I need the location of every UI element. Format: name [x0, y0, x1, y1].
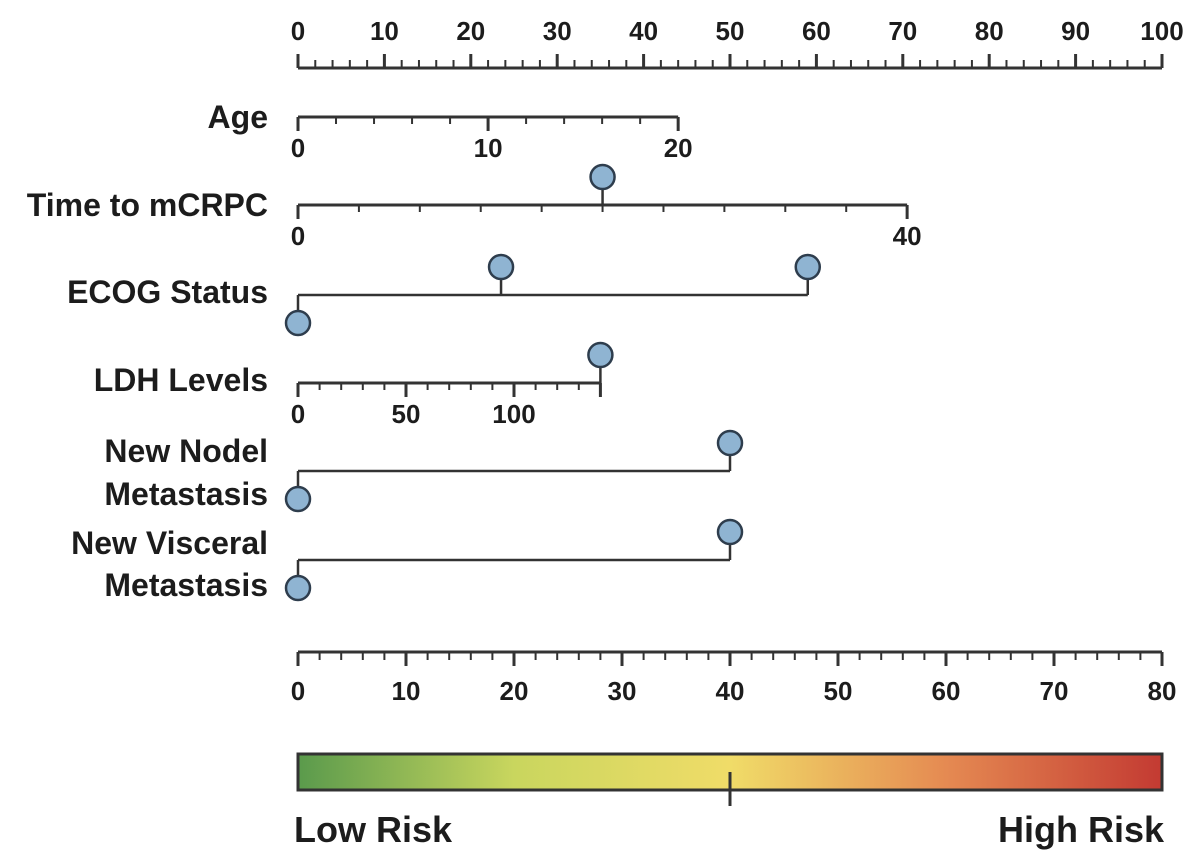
high-risk-label: High Risk	[998, 809, 1165, 850]
row-label: Metastasis	[104, 476, 268, 512]
point-marker	[716, 518, 744, 546]
nomogram-row-ldh-levels: LDH Levels 0 50 100	[94, 341, 614, 429]
points-axis-tick-label: 90	[1061, 16, 1090, 46]
points-axis-tick-label: 100	[1140, 16, 1183, 46]
row-label: New Visceral	[71, 525, 268, 561]
point-marker	[284, 485, 312, 513]
variable-tick-label: 40	[893, 221, 922, 251]
row-label: ECOG Status	[67, 274, 268, 310]
points-axis-tick-label: 0	[291, 16, 305, 46]
variable-tick-label: 0	[291, 221, 305, 251]
nomogram-row-new-visceral-metastasis: New Visceral Metastasis	[71, 518, 744, 603]
points-axis-tick-label: 70	[888, 16, 917, 46]
row-label: New Nodel	[104, 433, 268, 469]
points-axis-tick-label: 80	[975, 16, 1004, 46]
total-axis-tick-label: 60	[932, 676, 961, 706]
points-axis-tick-label: 10	[370, 16, 399, 46]
total-axis-tick-label: 50	[824, 676, 853, 706]
total-axis-tick-label: 80	[1148, 676, 1177, 706]
variable-tick-label: 10	[474, 133, 503, 163]
total-axis-tick-label: 70	[1040, 676, 1069, 706]
point-marker	[794, 253, 822, 281]
low-risk-label: Low Risk	[294, 809, 453, 850]
total-axis-tick-label: 40	[716, 676, 745, 706]
row-label: Age	[208, 99, 268, 135]
point-marker	[589, 163, 616, 191]
nomogram-row-new-nodel-metastasis: New Nodel Metastasis	[104, 429, 744, 513]
point-marker	[487, 253, 515, 281]
total-axis-tick-label: 30	[608, 676, 637, 706]
nomogram-row-time-to-mcrpc: Time to mCRPC 0 40	[27, 163, 922, 251]
total-axis-tick-label: 10	[392, 676, 421, 706]
variable-tick-label: 0	[291, 399, 305, 429]
total-axis-tick-label: 20	[500, 676, 529, 706]
row-label: Time to mCRPC	[27, 187, 268, 223]
nomogram-row-age: Age 0 10 20	[208, 99, 693, 163]
point-marker	[284, 574, 312, 602]
point-marker	[716, 429, 744, 457]
variable-tick-label: 0	[291, 133, 305, 163]
total-axis-tick-label: 0	[291, 676, 305, 706]
nomogram-row-ecog-status: ECOG Status	[67, 253, 822, 337]
variable-tick-label: 20	[664, 133, 693, 163]
points-axis-tick-label: 20	[456, 16, 485, 46]
variable-tick-label: 100	[492, 399, 535, 429]
row-label: LDH Levels	[94, 362, 268, 398]
points-axis-tick-label: 30	[543, 16, 572, 46]
point-marker	[284, 309, 312, 337]
point-marker	[587, 341, 614, 369]
points-axis-tick-label: 40	[629, 16, 658, 46]
points-axis-tick-label: 50	[716, 16, 745, 46]
points-axis-tick-label: 60	[802, 16, 831, 46]
variable-tick-label: 50	[392, 399, 421, 429]
row-label: Metastasis	[104, 567, 268, 603]
